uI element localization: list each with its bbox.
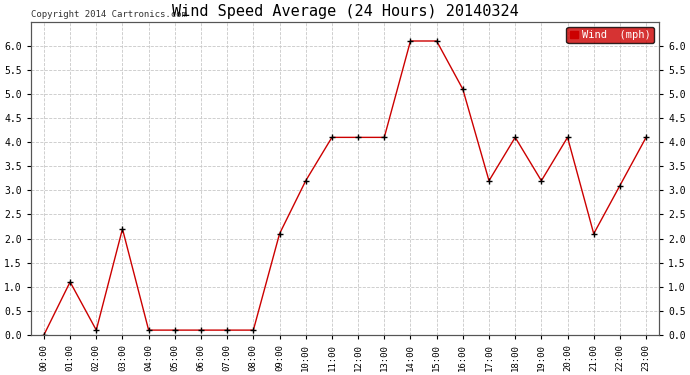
Text: Copyright 2014 Cartronics.com: Copyright 2014 Cartronics.com (31, 10, 187, 19)
Legend: Wind  (mph): Wind (mph) (566, 27, 654, 43)
Title: Wind Speed Average (24 Hours) 20140324: Wind Speed Average (24 Hours) 20140324 (172, 4, 518, 19)
